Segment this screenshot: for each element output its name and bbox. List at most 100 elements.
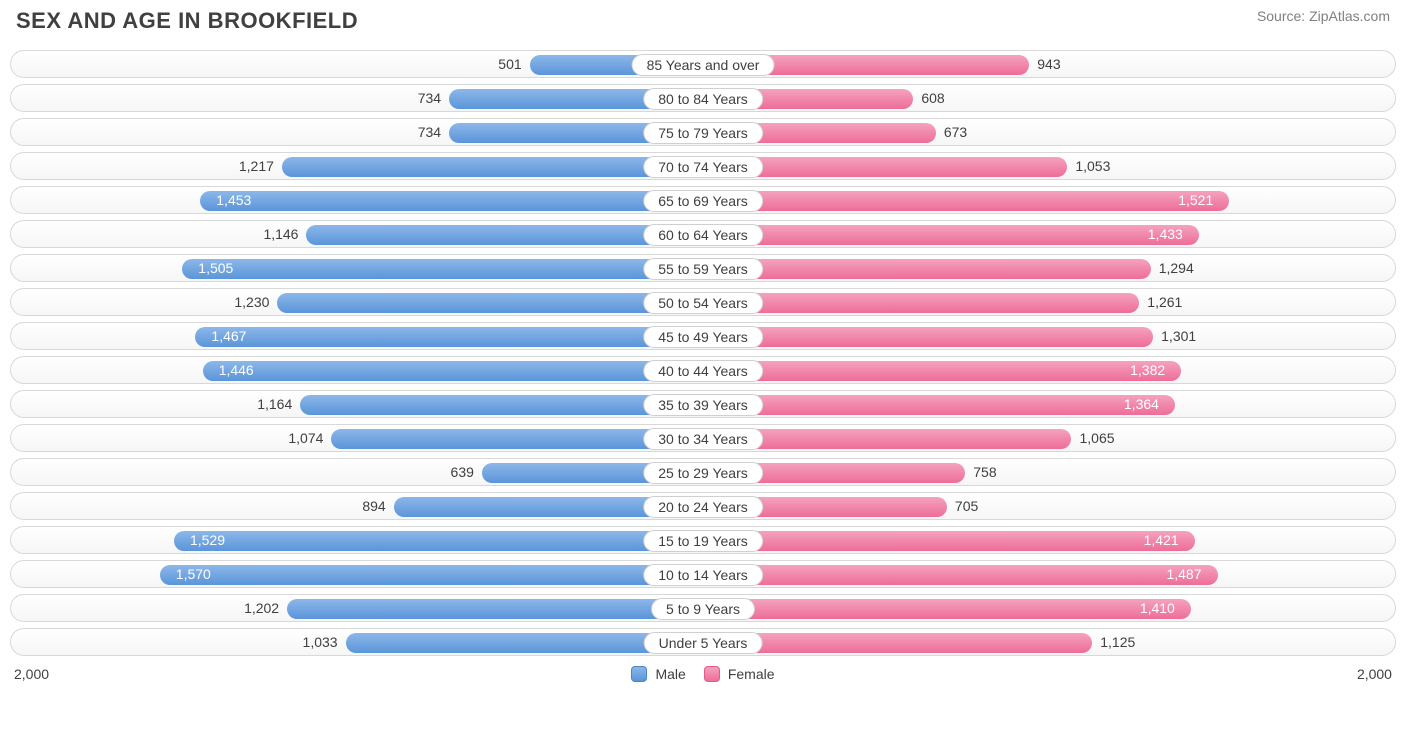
- male-half: 1,529: [11, 527, 703, 553]
- male-value-label: 1,570: [168, 561, 211, 587]
- category-label: Under 5 Years: [644, 632, 763, 654]
- female-half: 1,487: [703, 561, 1395, 587]
- legend-male: Male: [631, 666, 685, 682]
- category-label: 50 to 54 Years: [643, 292, 763, 314]
- female-value-label: 1,053: [1067, 153, 1110, 179]
- male-half: 1,146: [11, 221, 703, 247]
- chart-area: 501 943 85 Years and over 73460880 to 84 Ye…: [0, 38, 1406, 656]
- pyramid-row: 1,230 1,261 50 to 54 Years: [10, 288, 1396, 316]
- category-label: 55 to 59 Years: [643, 258, 763, 280]
- female-half: 1,521: [703, 187, 1395, 213]
- female-half: 1,364: [703, 391, 1395, 417]
- female-value-label: 1,433: [1148, 221, 1191, 247]
- female-value-label: 1,364: [1124, 391, 1167, 417]
- female-value-label: 705: [947, 493, 978, 519]
- pyramid-row: 1,074 1,065 30 to 34 Years: [10, 424, 1396, 452]
- male-value-label: 1,505: [190, 255, 233, 281]
- category-label: 65 to 69 Years: [643, 190, 763, 212]
- male-value-label: 1,033: [303, 629, 346, 655]
- female-half: 943: [703, 51, 1395, 77]
- pyramid-row: 501 943 85 Years and over: [10, 50, 1396, 78]
- axis-right-label: 2,000: [1357, 666, 1392, 682]
- category-label: 75 to 79 Years: [643, 122, 763, 144]
- male-bar: [160, 565, 703, 585]
- female-half: 1,301: [703, 323, 1395, 349]
- chart-header: SEX AND AGE IN BROOKFIELD Source: ZipAtl…: [0, 0, 1406, 38]
- male-value-label: 1,529: [182, 527, 225, 553]
- pyramid-row: 1,1461,43360 to 64 Years: [10, 220, 1396, 248]
- female-bar: [703, 293, 1139, 313]
- male-half: 1,505: [11, 255, 703, 281]
- male-bar: [287, 599, 703, 619]
- female-half: 1,125: [703, 629, 1395, 655]
- male-bar: [203, 361, 703, 381]
- pyramid-row: 1,570 1,487 10 to 14 Years: [10, 560, 1396, 588]
- pyramid-row: 1,467 1,301 45 to 49 Years: [10, 322, 1396, 350]
- category-label: 80 to 84 Years: [643, 88, 763, 110]
- female-value-label: 1,294: [1151, 255, 1194, 281]
- male-half: 501: [11, 51, 703, 77]
- female-value-label: 1,301: [1153, 323, 1196, 349]
- female-value-label: 1,065: [1071, 425, 1114, 451]
- male-half: 1,446: [11, 357, 703, 383]
- pyramid-row: 73460880 to 84 Years: [10, 84, 1396, 112]
- legend-female: Female: [704, 666, 775, 682]
- male-value-label: 1,453: [208, 187, 251, 213]
- pyramid-row: 1,2171,05370 to 74 Years: [10, 152, 1396, 180]
- male-value-label: 734: [418, 119, 449, 145]
- male-value-label: 1,202: [244, 595, 287, 621]
- female-bar: [703, 259, 1151, 279]
- female-bar: [703, 191, 1229, 211]
- female-half: 673: [703, 119, 1395, 145]
- pyramid-row: 894 705 20 to 24 Years: [10, 492, 1396, 520]
- category-label: 5 to 9 Years: [651, 598, 755, 620]
- male-half: 639: [11, 459, 703, 485]
- female-bar: [703, 395, 1175, 415]
- male-value-label: 1,164: [257, 391, 300, 417]
- category-label: 85 Years and over: [632, 54, 775, 76]
- female-value-label: 1,487: [1166, 561, 1209, 587]
- male-bar: [200, 191, 703, 211]
- category-label: 15 to 19 Years: [643, 530, 763, 552]
- male-half: 1,467: [11, 323, 703, 349]
- female-bar: [703, 531, 1195, 551]
- pyramid-row: 1,202 1,4105 to 9 Years: [10, 594, 1396, 622]
- male-half: 1,570: [11, 561, 703, 587]
- legend-female-label: Female: [728, 666, 775, 682]
- female-half: 1,065: [703, 425, 1395, 451]
- male-value-label: 1,446: [211, 357, 254, 383]
- male-half: 734: [11, 119, 703, 145]
- male-swatch-icon: [631, 666, 647, 682]
- chart-source: Source: ZipAtlas.com: [1257, 8, 1390, 24]
- category-label: 30 to 34 Years: [643, 428, 763, 450]
- male-value-label: 734: [418, 85, 449, 111]
- pyramid-row: 1,1641,36435 to 39 Years: [10, 390, 1396, 418]
- female-half: 1,410: [703, 595, 1395, 621]
- category-label: 45 to 49 Years: [643, 326, 763, 348]
- male-half: 1,033: [11, 629, 703, 655]
- female-swatch-icon: [704, 666, 720, 682]
- female-bar: [703, 225, 1199, 245]
- female-value-label: 673: [936, 119, 967, 145]
- axis-row: 2,000 Male Female 2,000: [0, 662, 1406, 682]
- male-half: 1,230: [11, 289, 703, 315]
- female-value-label: 1,421: [1144, 527, 1187, 553]
- male-value-label: 894: [362, 493, 393, 519]
- category-label: 20 to 24 Years: [643, 496, 763, 518]
- male-half: 1,453: [11, 187, 703, 213]
- male-value-label: 1,074: [288, 425, 331, 451]
- pyramid-row: 1,033 1,125Under 5 Years: [10, 628, 1396, 656]
- male-value-label: 1,467: [203, 323, 246, 349]
- female-bar: [703, 361, 1181, 381]
- male-bar: [195, 327, 703, 347]
- male-bar: [174, 531, 703, 551]
- female-value-label: 758: [965, 459, 996, 485]
- male-half: 1,074: [11, 425, 703, 451]
- female-value-label: 943: [1029, 51, 1060, 77]
- female-value-label: 1,261: [1139, 289, 1182, 315]
- female-value-label: 1,382: [1130, 357, 1173, 383]
- female-half: 1,421: [703, 527, 1395, 553]
- female-half: 1,294: [703, 255, 1395, 281]
- male-bar: [277, 293, 703, 313]
- category-label: 10 to 14 Years: [643, 564, 763, 586]
